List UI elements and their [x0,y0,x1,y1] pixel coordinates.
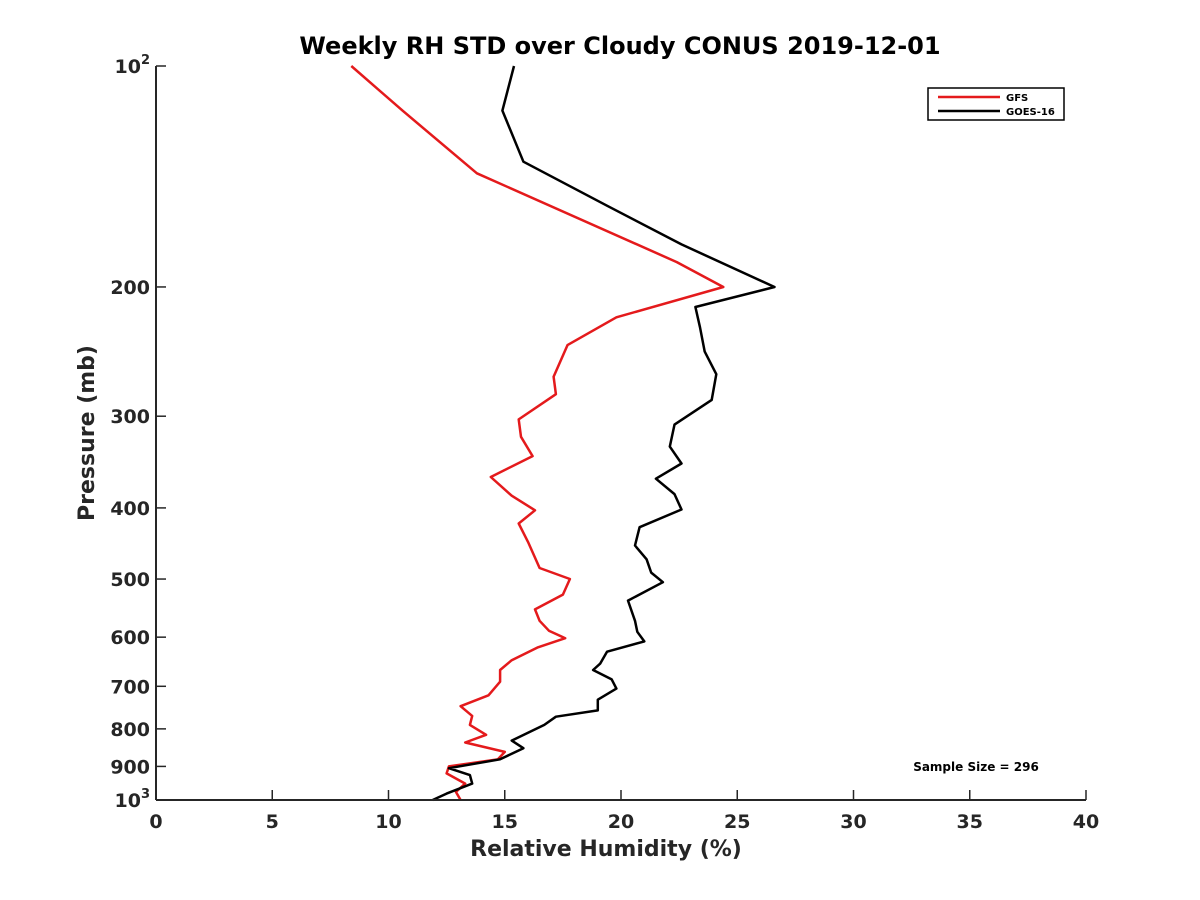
x-tick-label: 10 [375,811,401,833]
y-tick-label: 600 [110,627,150,649]
x-tick-label: 35 [957,811,983,833]
y-tick-label: 200 [110,277,150,299]
legend-box [927,87,1065,121]
y-tick-label: 102 [115,53,151,78]
series-line-goes-16 [432,65,776,802]
x-tick-label: 5 [266,811,279,833]
series-line-gfs [350,65,725,801]
axes [155,66,1086,801]
x-tick-label: 40 [1073,811,1099,833]
y-tick-label: 500 [110,569,150,591]
legend-label: GFS [1006,93,1028,104]
x-tick-label: 20 [608,811,634,833]
legend: GFS GOES-16 [927,87,1065,121]
y-tick-label: 300 [110,406,150,428]
y-tick-label: 103 [115,787,151,812]
x-axis-label: Relative Humidity (%) [470,837,742,862]
y-tick-label: 800 [110,719,150,741]
y-tick-label: 900 [110,756,150,778]
ticks-layer: 0 5 10 15 20 25 30 35 40 102 200 300 400 500 600 700 800… [110,53,1099,833]
y-axis-label: Pressure (mb) [75,345,100,521]
x-tick-label: 0 [149,811,162,833]
x-tick-label: 25 [724,811,750,833]
x-tick-label: 30 [840,811,866,833]
chart-title: Weekly RH STD over Cloudy CONUS 2019-12-… [299,32,940,60]
sample-size-annotation: Sample Size = 296 [913,760,1039,774]
y-tick-label: 700 [110,676,150,698]
x-tick-label: 15 [492,811,518,833]
y-tick-label: 400 [110,498,150,520]
plot-area [350,65,776,802]
legend-label: GOES-16 [1006,107,1055,118]
